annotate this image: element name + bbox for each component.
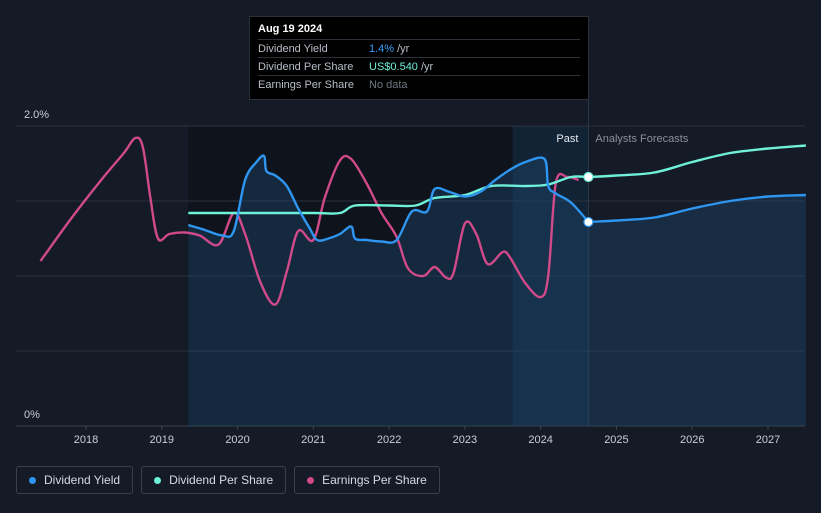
x-tick-label: 2027 xyxy=(756,434,780,446)
tooltip-label: Earnings Per Share xyxy=(258,78,354,91)
x-tick-label: 2018 xyxy=(74,434,98,446)
legend-dot-icon xyxy=(154,476,162,484)
y-tick-label: 0% xyxy=(24,409,40,421)
x-tick-label: 2026 xyxy=(680,434,704,446)
tooltip-label: Dividend Yield xyxy=(258,42,328,55)
tooltip-row-dividend-yield: Dividend Yield 1.4% /yr xyxy=(258,39,580,57)
dividend-per-share-marker xyxy=(583,171,594,183)
dividend-per-share-line xyxy=(188,175,589,215)
x-tick-label: 2023 xyxy=(453,434,477,446)
x-tick-label: 2021 xyxy=(301,434,325,446)
legend-label: Earnings Per Share xyxy=(322,473,427,487)
forecast-label: Analysts Forecasts xyxy=(595,133,688,145)
legend-item-earnings-per-share[interactable]: Earnings Per Share xyxy=(294,466,440,494)
tooltip-unit: /yr xyxy=(420,60,434,73)
legend-item-dividend-per-share[interactable]: Dividend Per Share xyxy=(141,466,287,494)
x-tick-label: 2020 xyxy=(225,434,249,446)
legend-label: Dividend Yield xyxy=(44,473,121,487)
tooltip-date: Aug 19 2024 xyxy=(258,23,323,35)
tooltip-value: 1.4% xyxy=(369,42,395,55)
legend-dot-icon xyxy=(307,476,315,484)
dividend-per-share-forecast-line xyxy=(588,144,806,179)
x-tick-label: 2019 xyxy=(150,434,174,446)
dividend-yield-forecast-line xyxy=(588,193,806,224)
earnings-per-share-line xyxy=(39,136,579,306)
x-tick-label: 2025 xyxy=(604,434,628,446)
dividend-yield-area xyxy=(188,155,806,427)
legend-item-dividend-yield[interactable]: Dividend Yield xyxy=(16,466,134,494)
legend: Dividend Yield Dividend Per Share Earnin… xyxy=(16,466,440,494)
tooltip-row-earnings-per-share: Earnings Per Share No data xyxy=(258,75,580,93)
dividend-yield-marker xyxy=(583,216,594,228)
tooltip-row-dividend-per-share: Dividend Per Share US$0.540 /yr xyxy=(258,57,580,75)
tooltip-label: Dividend Per Share xyxy=(258,60,354,73)
tooltip: Aug 19 2024 Dividend Yield 1.4% /yr Divi… xyxy=(249,16,589,100)
legend-label: Dividend Per Share xyxy=(169,473,274,487)
legend-dot-icon xyxy=(29,476,36,484)
tooltip-unit: /yr xyxy=(397,42,410,55)
y-tick-label: 2.0% xyxy=(24,109,49,121)
past-label: Past xyxy=(556,133,578,145)
x-tick-label: 2024 xyxy=(528,434,552,446)
tooltip-value: US$0.540 xyxy=(369,60,418,73)
x-tick-label: 2022 xyxy=(377,434,401,446)
tooltip-value: No data xyxy=(369,78,408,91)
dividend-yield-line xyxy=(187,154,590,244)
